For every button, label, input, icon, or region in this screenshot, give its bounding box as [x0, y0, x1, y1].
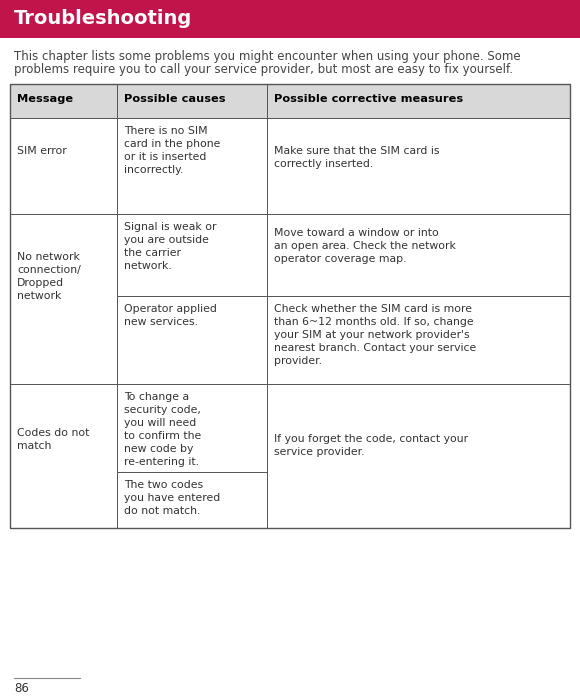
- Text: SIM error: SIM error: [17, 146, 67, 156]
- Text: To change a
security code,
you will need
to confirm the
new code by
re-entering : To change a security code, you will need…: [124, 392, 201, 467]
- Text: No network
connection/
Dropped
network: No network connection/ Dropped network: [17, 252, 81, 301]
- Text: There is no SIM
card in the phone
or it is inserted
incorrectly.: There is no SIM card in the phone or it …: [124, 126, 220, 175]
- Text: Operator applied
new services.: Operator applied new services.: [124, 304, 217, 327]
- Bar: [0, 0, 580, 38]
- Text: The two codes
you have entered
do not match.: The two codes you have entered do not ma…: [124, 480, 220, 516]
- Text: If you forget the code, contact your
service provider.: If you forget the code, contact your ser…: [274, 434, 468, 457]
- Text: Move toward a window or into
an open area. Check the network
operator coverage m: Move toward a window or into an open are…: [274, 228, 456, 264]
- Bar: [267, 118, 570, 214]
- Bar: [10, 384, 117, 528]
- Text: 86: 86: [14, 682, 29, 695]
- Text: Possible causes: Possible causes: [124, 94, 226, 104]
- Bar: [10, 84, 117, 118]
- Text: Message: Message: [17, 94, 73, 104]
- Bar: [267, 214, 570, 296]
- Text: problems require you to call your service provider, but most are easy to fix you: problems require you to call your servic…: [14, 63, 513, 76]
- Bar: [117, 214, 267, 296]
- Bar: [267, 296, 570, 384]
- Text: Check whether the SIM card is more
than 6~12 months old. If so, change
your SIM : Check whether the SIM card is more than …: [274, 304, 476, 366]
- Bar: [117, 118, 267, 214]
- Text: Make sure that the SIM card is
correctly inserted.: Make sure that the SIM card is correctly…: [274, 146, 440, 169]
- Bar: [10, 214, 117, 384]
- Bar: [117, 384, 267, 472]
- Bar: [10, 84, 570, 528]
- Text: This chapter lists some problems you might encounter when using your phone. Some: This chapter lists some problems you mig…: [14, 50, 521, 63]
- Text: Troubleshooting: Troubleshooting: [14, 10, 192, 29]
- Bar: [267, 384, 570, 528]
- Text: Possible corrective measures: Possible corrective measures: [274, 94, 463, 104]
- Bar: [10, 118, 117, 214]
- Bar: [117, 472, 267, 528]
- Text: Signal is weak or
you are outside
the carrier
network.: Signal is weak or you are outside the ca…: [124, 222, 216, 271]
- Bar: [117, 84, 267, 118]
- Bar: [117, 296, 267, 384]
- Text: Codes do not
match: Codes do not match: [17, 428, 89, 451]
- Bar: [267, 84, 570, 118]
